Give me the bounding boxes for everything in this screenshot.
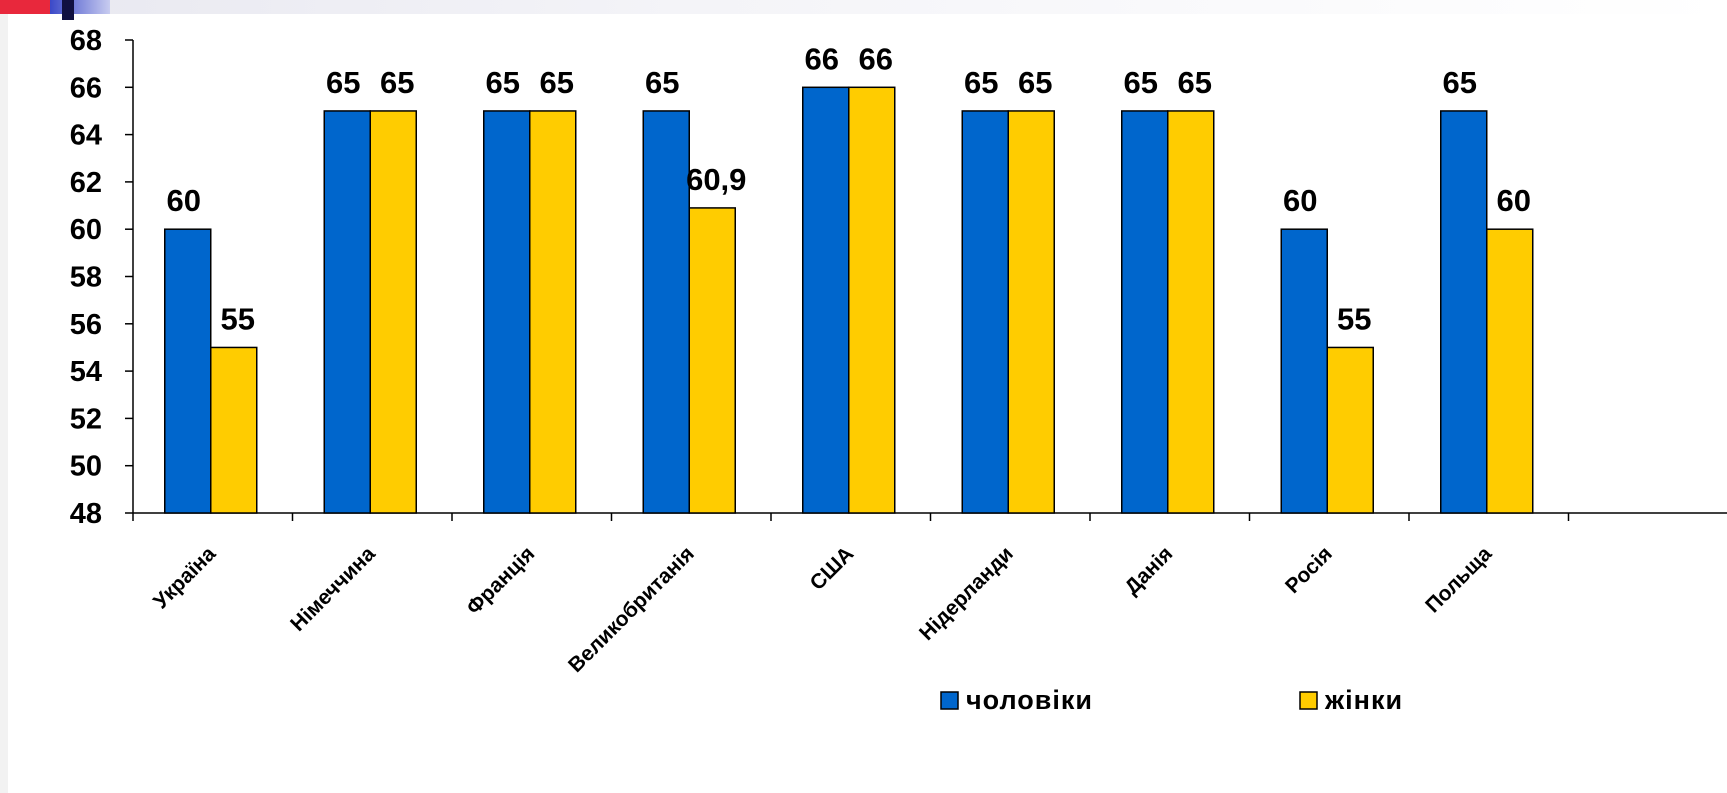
bar-men — [802, 86, 850, 514]
y-axis: 48 50 52 54 56 58 60 62 64 66 68 — [70, 25, 134, 530]
bar-value-label: 65 — [964, 65, 998, 100]
header-decoration-dark — [62, 0, 74, 20]
data-labels: 60 55 65 65 65 65 65 60,9 66 66 65 65 65 65 60 55 65 60 — [167, 41, 1531, 336]
x-category-label: Росія — [1281, 542, 1337, 598]
bar-women — [529, 110, 577, 514]
y-tick-label: 64 — [70, 120, 102, 152]
bar-women — [1007, 110, 1055, 514]
x-category-label: Данія — [1120, 542, 1177, 599]
y-tick-label: 52 — [70, 403, 102, 435]
bar-value-label: 60,9 — [686, 162, 746, 197]
y-tick-label: 50 — [70, 451, 102, 483]
bar-value-label: 55 — [1337, 301, 1371, 336]
bar-women — [369, 110, 417, 514]
y-tick-label: 54 — [70, 356, 102, 388]
bar-women — [1326, 346, 1374, 514]
bar-value-label: 65 — [645, 65, 679, 100]
bar-men — [483, 110, 531, 514]
bar-men — [642, 110, 690, 514]
x-category-label: Україна — [149, 542, 220, 613]
bar-value-label: 60 — [1497, 183, 1531, 218]
y-tick-label: 66 — [70, 72, 102, 104]
x-category-label: Великобританія — [564, 542, 699, 677]
legend-swatch-women — [1299, 691, 1318, 710]
bar-value-label: 65 — [1178, 65, 1212, 100]
bar-men — [323, 110, 371, 514]
bar-value-label: 60 — [1283, 183, 1317, 218]
bar-value-label: 66 — [805, 41, 839, 76]
bar-women — [848, 86, 896, 514]
x-category-label: Франція — [462, 542, 539, 619]
bar-value-label: 60 — [167, 183, 201, 218]
bar-men — [961, 110, 1009, 514]
y-tick-label: 62 — [70, 167, 102, 199]
bar-women — [688, 207, 736, 514]
legend: чоловіки жінки — [940, 685, 1403, 715]
legend-swatch-men — [940, 691, 959, 710]
x-category-label: США — [806, 542, 859, 595]
bar-value-label: 65 — [486, 65, 520, 100]
left-margin-strip — [0, 14, 8, 793]
bars — [164, 86, 1534, 514]
legend-label-men: чоловіки — [966, 685, 1093, 715]
y-tick-label: 60 — [70, 214, 102, 246]
bar-value-label: 65 — [1018, 65, 1052, 100]
bar-men — [1280, 228, 1328, 514]
legend-label-women: жінки — [1324, 685, 1403, 715]
bar-value-label: 65 — [380, 65, 414, 100]
bar-women — [210, 346, 258, 514]
bar-men — [1440, 110, 1488, 514]
x-category-label: Німеччина — [286, 542, 380, 636]
y-tick-label: 56 — [70, 309, 102, 341]
bar-value-label: 66 — [859, 41, 893, 76]
x-category-label: Польща — [1421, 542, 1496, 617]
y-tick-label: 58 — [70, 262, 102, 294]
bar-women — [1167, 110, 1215, 514]
bar-women — [1486, 228, 1534, 514]
bar-value-label: 65 — [326, 65, 360, 100]
x-axis: Україна Німеччина Франція Великобританія США… — [132, 512, 1727, 677]
y-tick-label: 48 — [70, 498, 102, 530]
bar-value-label: 65 — [1443, 65, 1477, 100]
header-decoration-bar — [0, 0, 1727, 14]
bar-men — [1121, 110, 1169, 514]
header-decoration-red — [0, 0, 50, 14]
bar-men — [164, 228, 212, 514]
x-category-label: Нідерланди — [915, 542, 1018, 645]
bar-value-label: 55 — [221, 301, 255, 336]
y-tick-label: 68 — [70, 25, 102, 57]
bar-value-label: 65 — [540, 65, 574, 100]
bar-value-label: 65 — [1124, 65, 1158, 100]
